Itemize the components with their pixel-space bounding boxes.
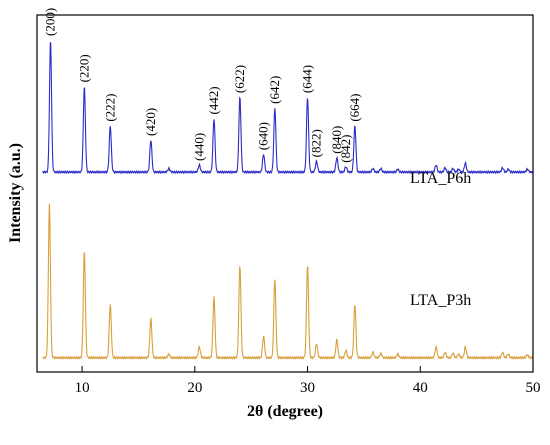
series-line-lta-p6h <box>42 42 534 175</box>
x-tick-label: 10 <box>75 380 90 396</box>
peak-label: (664) <box>347 93 362 121</box>
x-tick-label: 50 <box>526 380 541 396</box>
series-label-lta-p6h: LTA_P6h <box>410 170 471 187</box>
x-tick-label: 30 <box>300 380 315 396</box>
peak-label: (440) <box>191 133 206 161</box>
peak-label: (622) <box>232 65 247 93</box>
y-axis-label: Intensity (a.u.) <box>7 143 24 243</box>
x-tick-label: 20 <box>187 380 202 396</box>
peak-label: (840) <box>329 126 344 154</box>
peak-label: (842) <box>338 135 353 163</box>
peak-label: (640) <box>256 122 271 150</box>
peak-label: (420) <box>143 108 158 136</box>
plot-frame <box>36 14 534 373</box>
peak-label: (442) <box>206 86 221 114</box>
peak-label: (642) <box>267 76 282 104</box>
series-line-lta-p3h <box>42 203 534 360</box>
x-axis-label: 2θ (degree) <box>247 403 323 420</box>
x-tick-label: 40 <box>413 380 428 396</box>
series-label-lta-p3h: LTA_P3h <box>410 292 471 309</box>
peak-label: (644) <box>300 65 315 93</box>
peak-label: (220) <box>76 54 91 82</box>
peak-label: (822) <box>309 129 324 157</box>
peak-label: (222) <box>102 93 117 121</box>
peak-label: (200) <box>43 8 58 36</box>
